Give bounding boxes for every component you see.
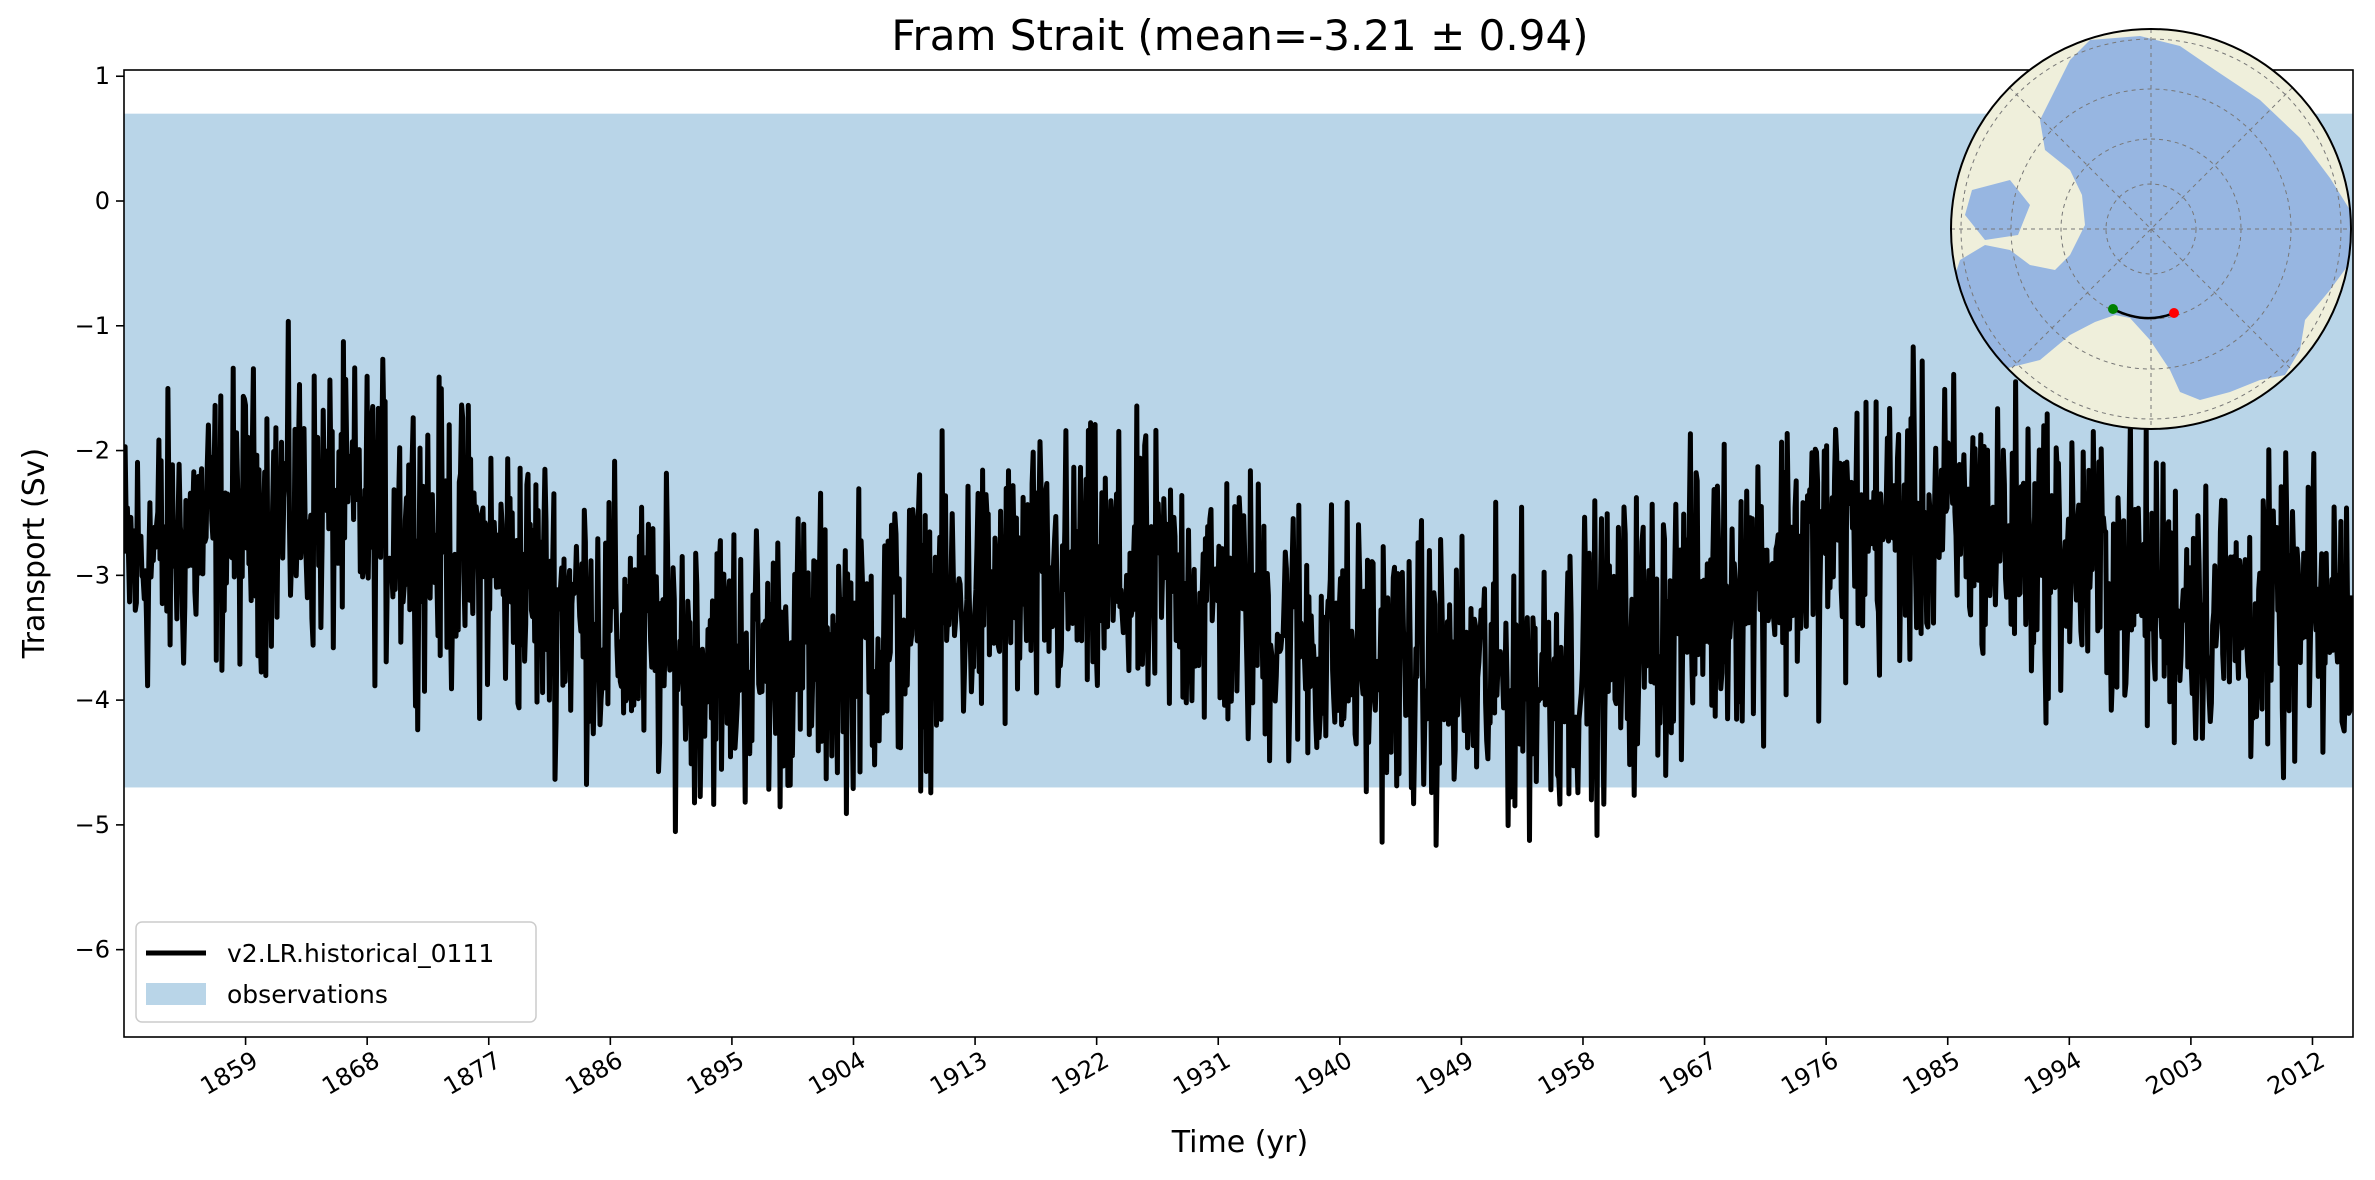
map-outline <box>1950 28 2352 430</box>
legend-label-observations: observations <box>227 980 388 1009</box>
y-axis: −6 −5 −4 −3 −2 −1 0 1 <box>75 62 124 964</box>
map-transect-start-marker <box>2108 304 2118 314</box>
y-tick-label: 1 <box>95 62 110 90</box>
map-ocean <box>1951 36 2351 400</box>
legend-label-series: v2.LR.historical_0111 <box>227 939 494 968</box>
series-line-v2-LR-historical <box>124 318 2353 848</box>
y-axis-label: Transport (Sv) <box>17 448 52 660</box>
inset-map <box>1950 28 2352 430</box>
y-tick-label: −2 <box>75 437 110 465</box>
y-tick-label: −6 <box>75 936 110 964</box>
map-graticule <box>1951 29 2351 429</box>
chart-title: Fram Strait (mean=-3.21 ± 0.94) <box>891 11 1588 60</box>
legend: v2.LR.historical_0111 observations <box>135 921 537 1023</box>
y-tick-label: −4 <box>75 686 110 714</box>
y-tick-label: −3 <box>75 561 110 589</box>
map-transect-line <box>2112 307 2175 320</box>
map-bay <box>1965 180 2030 240</box>
y-tick-label: −5 <box>75 811 110 839</box>
x-axis-label: Time (yr) <box>1171 1125 1308 1160</box>
plot-frame <box>123 69 2354 1038</box>
map-transect-end-marker <box>2169 308 2179 318</box>
y-tick-label: −1 <box>75 312 110 340</box>
legend-box <box>135 921 537 1023</box>
y-tick-label: 0 <box>95 187 110 215</box>
legend-swatch-observations <box>146 983 206 1005</box>
